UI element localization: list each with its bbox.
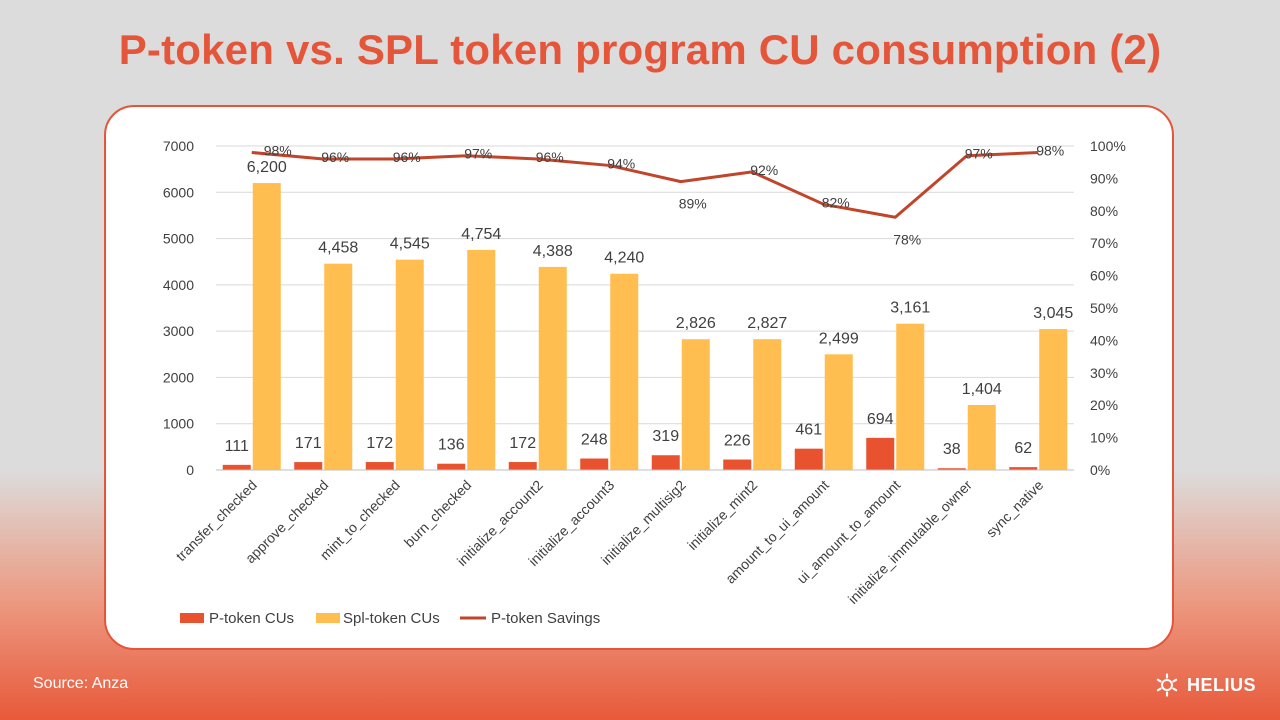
bar-spl-label: 6,200 — [247, 159, 287, 176]
bar-spl-label: 1,404 — [962, 381, 1002, 398]
bar-spl — [395, 259, 424, 470]
legend-swatch-spl — [316, 613, 340, 623]
y2-tick-label: 0% — [1090, 462, 1110, 478]
bar-spl-label: 4,754 — [461, 226, 501, 243]
y2-tick-label: 50% — [1090, 300, 1118, 316]
bar-spl-label: 2,827 — [747, 315, 787, 332]
brand-name: HELIUS — [1186, 674, 1256, 695]
bar-ptoken-label: 248 — [581, 432, 608, 449]
savings-label: 82% — [822, 194, 850, 210]
legend-label-spl: Spl-token CUs — [343, 610, 440, 627]
helius-logo-icon — [1156, 673, 1178, 697]
bar-ptoken — [723, 459, 752, 470]
x-tick-label: sync_native — [983, 477, 1047, 541]
bar-spl-label: 4,388 — [533, 243, 573, 260]
bar-spl-label: 4,240 — [604, 250, 644, 267]
bar-spl-label: 2,826 — [676, 315, 716, 332]
y-tick-label: 2000 — [163, 369, 194, 385]
y-tick-label: 1000 — [163, 416, 194, 432]
bar-ptoken — [365, 462, 394, 470]
bar-spl — [1039, 329, 1068, 470]
bar-spl-label: 2,499 — [819, 330, 859, 347]
bar-ptoken-label: 62 — [1014, 440, 1032, 457]
x-tick-label: initialize_immutable_owner — [845, 477, 975, 607]
y2-tick-label: 100% — [1090, 138, 1126, 154]
savings-label: 98% — [1036, 142, 1064, 158]
y2-tick-label: 90% — [1090, 170, 1118, 186]
brand-logo: HELIUS — [1155, 673, 1256, 697]
savings-line — [251, 150, 1039, 219]
savings-label: 97% — [464, 146, 492, 162]
bar-ptoken — [794, 448, 823, 470]
bar-ptoken-label: 319 — [652, 428, 679, 445]
y-tick-label: 0 — [186, 462, 194, 478]
bar-ptoken — [222, 464, 251, 470]
y2-tick-label: 40% — [1090, 332, 1118, 348]
y2-tick-label: 20% — [1090, 397, 1118, 413]
bar-ptoken-label: 172 — [366, 435, 393, 452]
bar-spl — [896, 323, 925, 470]
bar-ptoken-label: 694 — [867, 411, 894, 428]
chart-card: 0 1000 2000 3000 4000 5000 6000 7000 0% 10% 20% 30%… — [104, 105, 1174, 650]
x-tick-label: initialize_mint2 — [684, 477, 760, 553]
bar-ptoken-label: 461 — [795, 422, 822, 439]
savings-label: 94% — [607, 155, 635, 171]
savings-label: 96% — [393, 149, 421, 165]
y2-tick-label: 60% — [1090, 268, 1118, 284]
bar-ptoken — [937, 468, 966, 470]
savings-label: 97% — [965, 146, 993, 162]
bar-ptoken-label: 171 — [295, 435, 322, 452]
bar-spl-label: 4,545 — [390, 236, 430, 253]
y-tick-label: 6000 — [163, 184, 194, 200]
y2-tick-label: 70% — [1090, 235, 1118, 251]
y2-tick-label: 80% — [1090, 203, 1118, 219]
bar-spl — [324, 263, 353, 470]
bar-ptoken — [651, 455, 680, 470]
slide-title: P-token vs. SPL token program CU consump… — [118, 26, 1162, 73]
bar-spl — [824, 354, 853, 470]
bar-spl — [753, 339, 782, 470]
source-note: Source: Anza — [33, 675, 129, 692]
savings-label: 92% — [750, 162, 778, 178]
y-tick-label: 4000 — [163, 277, 194, 293]
bar-spl — [252, 183, 281, 470]
bar-spl-label: 4,458 — [318, 240, 358, 257]
bar-ptoken — [437, 463, 466, 470]
bar-ptoken-label: 136 — [438, 437, 465, 454]
bar-spl — [538, 266, 567, 470]
bar-spl — [967, 405, 996, 470]
legend-label-ptoken: P-token CUs — [209, 610, 294, 627]
bar-ptoken-label: 172 — [509, 435, 536, 452]
savings-label: 89% — [679, 196, 707, 212]
legend-label-savings: P-token Savings — [491, 610, 600, 627]
bar-spl-label: 3,045 — [1033, 305, 1073, 322]
y-tick-label: 5000 — [163, 231, 194, 247]
bar-ptoken — [866, 437, 895, 470]
y-tick-label: 7000 — [163, 138, 194, 154]
chart: 0 1000 2000 3000 4000 5000 6000 7000 0% 10% 20% 30%… — [163, 138, 1126, 627]
bar-ptoken — [1009, 467, 1038, 470]
bar-ptoken — [294, 462, 323, 470]
savings-label: 78% — [893, 231, 921, 247]
bar-ptoken — [580, 458, 609, 470]
y2-tick-label: 30% — [1090, 365, 1118, 381]
x-tick-label: burn_checked — [401, 477, 475, 551]
bar-ptoken-label: 111 — [225, 438, 249, 455]
savings-label: 96% — [536, 149, 564, 165]
bar-spl — [467, 249, 496, 470]
bar-spl — [681, 339, 710, 470]
y2-tick-label: 10% — [1090, 430, 1118, 446]
bar-spl — [610, 273, 639, 470]
y-tick-label: 3000 — [163, 323, 194, 339]
legend-swatch-ptoken — [180, 613, 204, 623]
bar-ptoken — [508, 462, 537, 470]
bar-spl-label: 3,161 — [890, 300, 930, 317]
savings-label: 96% — [321, 149, 349, 165]
bar-ptoken-label: 226 — [724, 433, 751, 450]
bar-ptoken-label: 38 — [943, 441, 961, 458]
savings-label: 98% — [264, 142, 292, 158]
